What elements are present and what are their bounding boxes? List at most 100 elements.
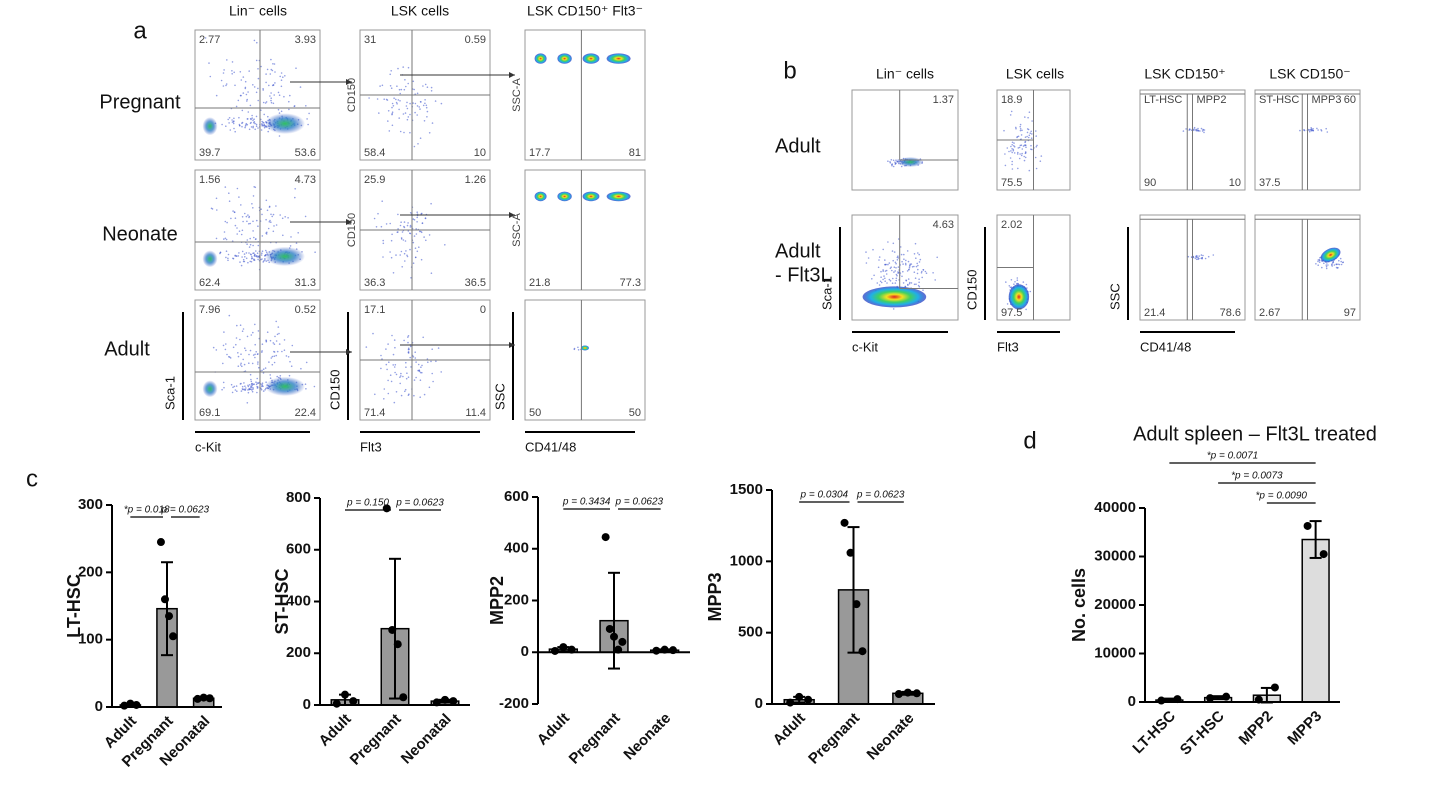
event-dot [255, 351, 257, 353]
x-axis-label: CD41/48 [1140, 339, 1191, 354]
event-dot [425, 106, 428, 109]
event-dot [238, 252, 240, 254]
event-dot [280, 110, 283, 113]
event-dot [245, 252, 248, 254]
event-dot [254, 128, 256, 131]
event-dot [1318, 259, 1321, 261]
event-dot [419, 379, 422, 382]
event-dot [905, 279, 908, 282]
event-dot [257, 244, 260, 247]
event-dot [261, 350, 263, 352]
event-dot [280, 72, 283, 74]
event-dot [1028, 134, 1031, 137]
density [265, 246, 305, 266]
event-dot [220, 79, 223, 82]
data-point [601, 533, 610, 542]
event-dot [1034, 156, 1037, 159]
event-dot [1028, 111, 1031, 113]
event-dot [244, 347, 246, 350]
event-dot [412, 241, 415, 244]
plot-frame [194, 299, 321, 421]
event-dot [248, 216, 250, 219]
event-dot [409, 224, 412, 227]
event-dot [915, 283, 917, 286]
event-dot [231, 61, 234, 63]
y-axis-label: CD150 [346, 213, 358, 247]
event-dot [278, 94, 281, 96]
data-point [894, 690, 903, 699]
quadrant-label: 7.96 [199, 304, 220, 316]
event-dot [880, 276, 882, 279]
event-dot [225, 125, 227, 127]
event-dot [407, 394, 410, 397]
p-value: p = 0.150 [346, 498, 389, 509]
plot-frame [194, 29, 321, 161]
event-dot [406, 101, 408, 104]
event-dot [1317, 129, 1319, 131]
event-dot [902, 282, 905, 284]
event-dot [403, 88, 406, 91]
event-dot [918, 278, 920, 281]
event-dot [257, 68, 259, 70]
p-value: *p = 0.0073 [1231, 471, 1283, 482]
event-dot [271, 84, 274, 87]
event-dot [415, 376, 417, 379]
event-dot [227, 118, 229, 121]
event-dot [915, 265, 918, 268]
event-dot [404, 390, 406, 393]
event-dot [1026, 131, 1029, 134]
event-dot [1188, 128, 1191, 130]
y-axis-label: ST-HSC [272, 568, 292, 634]
flow-plot: 17.1 0 71.4 11.4 Flt3 CD150 [327, 299, 491, 454]
event-dot [1317, 264, 1319, 267]
event-dot [404, 112, 407, 114]
event-dot [239, 338, 241, 341]
event-dot [1035, 167, 1038, 170]
event-dot [225, 84, 227, 87]
event-dot [280, 85, 283, 88]
event-dot [251, 257, 254, 260]
event-dot [396, 85, 398, 87]
event-dot [1026, 128, 1029, 130]
event-dot [255, 219, 258, 222]
event-dot [224, 237, 227, 240]
event-dot [402, 375, 404, 378]
event-dot [1010, 279, 1013, 281]
event-dot [403, 221, 406, 223]
density [265, 376, 305, 396]
event-dot [405, 85, 407, 88]
event-dot [407, 66, 410, 69]
data-point [156, 538, 165, 547]
event-dot [897, 238, 900, 240]
event-dot [288, 100, 290, 103]
data-point [912, 689, 921, 698]
event-dot [393, 401, 396, 404]
data-point [1303, 521, 1312, 530]
event-dot [241, 122, 243, 124]
event-dot [419, 137, 422, 139]
event-dot [421, 222, 424, 224]
event-dot [416, 216, 419, 219]
event-dot [270, 101, 273, 104]
density [265, 113, 305, 134]
event-dot [407, 222, 409, 224]
event-dot [227, 257, 229, 260]
event-dot [247, 111, 250, 113]
event-dot [223, 69, 225, 71]
event-dot [886, 282, 888, 284]
quadrant-label: 18.9 [1001, 94, 1022, 106]
event-dot [270, 357, 273, 359]
event-dot [251, 362, 254, 365]
event-dot [888, 278, 891, 281]
event-dot [400, 88, 403, 91]
event-dot [234, 130, 236, 133]
event-dot [389, 73, 392, 76]
event-dot [1016, 153, 1019, 155]
event-dot [904, 285, 906, 288]
event-dot [244, 255, 246, 258]
panel-label: d [1023, 427, 1036, 454]
event-dot [278, 332, 280, 335]
event-dot [263, 126, 266, 129]
event-dot [261, 252, 263, 254]
event-dot [891, 163, 893, 166]
